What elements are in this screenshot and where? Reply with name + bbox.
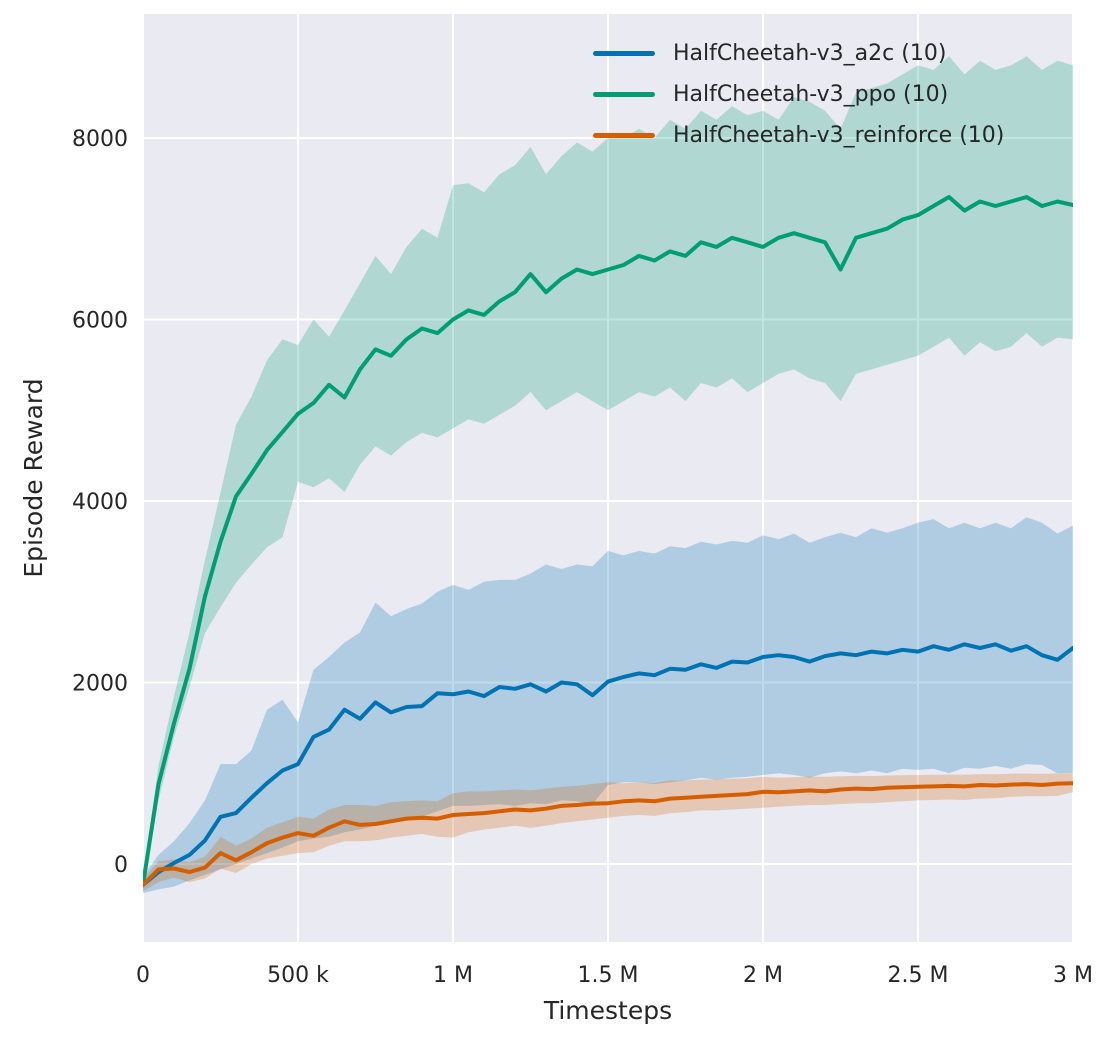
- a2c-mean-line: [143, 642, 1073, 887]
- x-tick-label: 1.5 M: [578, 963, 639, 988]
- reinforce-confidence-band: [143, 773, 1073, 892]
- a2c-confidence-band: [143, 517, 1073, 893]
- legend-item-ppo: HalfCheetah-v3_ppo (10): [593, 74, 1004, 115]
- y-tick-label: 4000: [72, 490, 128, 515]
- a2c-line-swatch: [593, 51, 655, 56]
- ppo-line-swatch: [593, 92, 655, 97]
- reinforce-line-swatch: [593, 133, 655, 138]
- y-tick-label: 8000: [72, 127, 128, 152]
- legend-label-reinforce: HalfCheetah-v3_reinforce (10): [673, 122, 1005, 148]
- x-tick-label: 2.5 M: [888, 963, 949, 988]
- y-tick-labels: 0 2000 4000 6000 8000: [72, 127, 128, 878]
- x-tick-label: 2 M: [743, 963, 783, 988]
- legend-label-ppo: HalfCheetah-v3_ppo (10): [673, 81, 949, 107]
- x-tick-label: 3 M: [1053, 963, 1093, 988]
- legend-label-a2c: HalfCheetah-v3_a2c (10): [673, 40, 947, 66]
- x-tick-labels: 0 500 k 1 M 1.5 M 2 M 2.5 M 3 M: [136, 963, 1093, 988]
- y-tick-label: 6000: [72, 308, 128, 333]
- reinforce-mean-line: [143, 781, 1073, 887]
- x-tick-label: 500 k: [267, 963, 329, 988]
- x-tick-label: 1 M: [433, 963, 473, 988]
- legend: HalfCheetah-v3_a2c (10) HalfCheetah-v3_p…: [593, 33, 1004, 156]
- x-tick-label: 0: [136, 963, 150, 988]
- gridline-layer: [142, 14, 1074, 942]
- y-axis-label: Episode Reward: [19, 378, 48, 577]
- y-tick-label: 2000: [72, 671, 128, 696]
- ppo-mean-line: [143, 195, 1073, 887]
- y-tick-label: 0: [114, 853, 128, 878]
- legend-item-reinforce: HalfCheetah-v3_reinforce (10): [593, 115, 1004, 156]
- x-axis-label: Timesteps: [543, 996, 672, 1025]
- series-line-layer: [143, 195, 1073, 887]
- legend-item-a2c: HalfCheetah-v3_a2c (10): [593, 33, 1004, 74]
